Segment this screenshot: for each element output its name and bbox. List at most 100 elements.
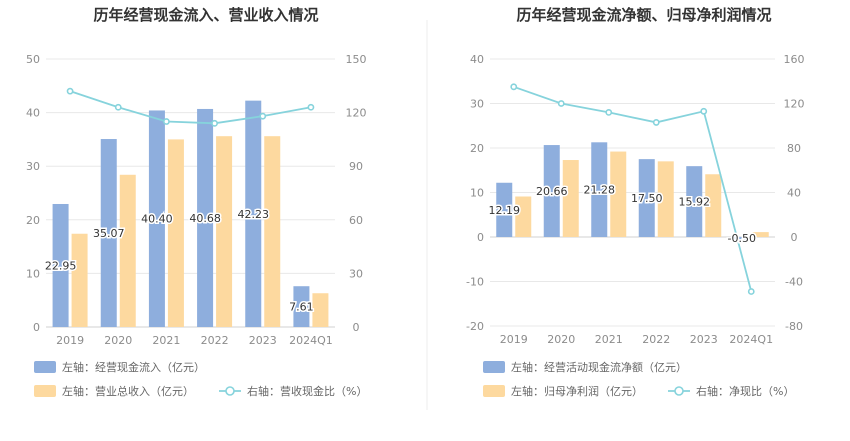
right-axis-tick-label: -40: [785, 276, 803, 289]
bar-secondary-2023: [705, 174, 722, 237]
right-axis-tick-label: -80: [785, 320, 803, 333]
right-axis-tick-label: 0: [791, 231, 798, 244]
left-axis-tick-label: 20: [26, 214, 40, 227]
right-axis-tick-label: 120: [784, 98, 805, 111]
bar-primary-2021: [148, 110, 165, 328]
x-axis-category-label: 2020: [547, 333, 575, 346]
bar-primary-2021: [591, 142, 608, 237]
x-axis-category-label: 2021: [595, 333, 623, 346]
x-axis-category-label: 2019: [56, 334, 84, 347]
right-axis-tick-label: 150: [346, 53, 367, 66]
x-axis-category-label: 2023: [249, 334, 277, 347]
left-axis-tick-label: 50: [26, 53, 40, 66]
x-axis-category-label: 2022: [642, 333, 670, 346]
bar-primary-2024Q1: [733, 237, 750, 240]
bar-data-label: 15.92: [679, 196, 711, 209]
right-axis-tick-label: 60: [349, 214, 363, 227]
x-axis-category-label: 2021: [152, 334, 180, 347]
bar-data-label: 35.07: [93, 227, 125, 240]
legend-label: 左轴：归母净利润（亿元）: [511, 384, 643, 398]
bar-primary-2022: [197, 108, 214, 327]
left-axis-tick-label: 10: [26, 267, 40, 280]
bar-secondary-2024Q1: [752, 232, 769, 237]
legend-label: 左轴：经营活动现金流净额（亿元）: [511, 360, 687, 374]
ratio-point-2024Q1: [307, 103, 315, 111]
ratio-point-2022: [652, 119, 660, 126]
bar-secondary-2023: [264, 136, 281, 327]
legend-label: 右轴：净现比（%）: [696, 384, 794, 398]
legend-label: 右轴：营收现金比（%）: [247, 384, 367, 398]
left-axis-tick-label: 20: [470, 142, 484, 155]
ratio-point-2020: [114, 103, 122, 111]
right-axis-tick-label: 90: [349, 160, 363, 173]
ratio-point-2020: [557, 100, 565, 107]
bar-primary-2019: [496, 182, 513, 237]
ratio-line: [513, 85, 753, 292]
left-axis-tick-label: 30: [26, 160, 40, 173]
ratio-point-2023: [700, 107, 708, 115]
ratio-point-2023: [259, 112, 267, 120]
left-axis-tick-label: 40: [26, 107, 40, 120]
bar-primary-2023: [686, 166, 703, 237]
right-axis-tick-label: 30: [349, 267, 363, 280]
left-axis-tick-label: 10: [470, 187, 484, 200]
left-axis-tick-label: 40: [470, 53, 484, 66]
x-axis-category-label: 2023: [690, 333, 718, 346]
x-axis-category-label: 2024Q1: [289, 334, 333, 347]
right-axis-tick-label: 120: [346, 107, 367, 120]
right-axis-tick-label: 160: [784, 53, 805, 66]
right-axis-tick-label: 40: [787, 187, 801, 200]
right-axis-tick-label: 80: [787, 142, 801, 155]
bar-data-label: 21.28: [584, 184, 616, 197]
ratio-point-2024Q1: [747, 288, 755, 295]
legend-swatch-line-marker: [674, 386, 684, 396]
legend-swatch-bar-primary: [483, 361, 505, 373]
chart-title: 历年经营现金流净额、归母净利润情况: [516, 6, 771, 24]
bar-secondary-2020: [119, 174, 136, 327]
bar-secondary-2022: [216, 136, 233, 327]
bar-primary-2019: [52, 203, 69, 327]
left-axis-tick-label: 0: [33, 321, 40, 334]
legend-swatch-bar-secondary: [34, 385, 56, 397]
left-axis-tick-label: 30: [470, 98, 484, 111]
bar-primary-2023: [245, 100, 262, 327]
legend-swatch-bar-secondary: [483, 385, 505, 397]
legend-swatch-bar-primary: [34, 361, 56, 373]
bar-data-label: 42.23: [238, 208, 270, 221]
bar-data-label: 22.95: [45, 259, 77, 272]
bar-secondary-2021: [167, 139, 184, 327]
ratio-point-2021: [605, 109, 613, 116]
bar-data-label: -0.50: [728, 232, 756, 245]
bar-data-label: 40.68: [189, 212, 221, 225]
ratio-point-2022: [211, 119, 218, 127]
legend-label: 左轴：经营现金流入（亿元）: [62, 360, 205, 374]
bar-data-label: 12.19: [489, 204, 521, 217]
bar-secondary-2021: [610, 151, 627, 237]
bar-primary-2020: [100, 139, 117, 327]
bar-secondary-2020: [562, 160, 579, 237]
bar-data-label: 7.61: [289, 301, 314, 314]
legend-swatch-line-marker: [225, 386, 235, 396]
right-axis-tick-label: 0: [353, 321, 360, 334]
bar-primary-2022: [638, 159, 655, 237]
bar-secondary-2019: [515, 196, 532, 237]
x-axis-category-label: 2020: [104, 334, 132, 347]
bar-data-label: 17.50: [631, 192, 663, 205]
legend-label: 左轴：营业总收入（亿元）: [62, 384, 194, 398]
ratio-point-2021: [163, 118, 170, 125]
bar-primary-2020: [543, 145, 560, 237]
x-axis-category-label: 2019: [500, 333, 528, 346]
chart-title: 历年经营现金流入、营业收入情况: [93, 6, 318, 24]
bar-data-label: 40.40: [141, 213, 173, 226]
bar-primary-2024Q1: [293, 286, 310, 327]
left-axis-tick-label: -20: [466, 320, 484, 333]
left-axis-tick-label: 0: [477, 231, 484, 244]
bar-secondary-2024Q1: [312, 293, 329, 327]
x-axis-category-label: 2022: [201, 334, 229, 347]
bar-secondary-2022: [657, 161, 674, 237]
bar-secondary-2019: [71, 233, 88, 327]
left-axis-tick-label: -10: [466, 276, 484, 289]
bar-data-label: 20.66: [536, 185, 568, 198]
